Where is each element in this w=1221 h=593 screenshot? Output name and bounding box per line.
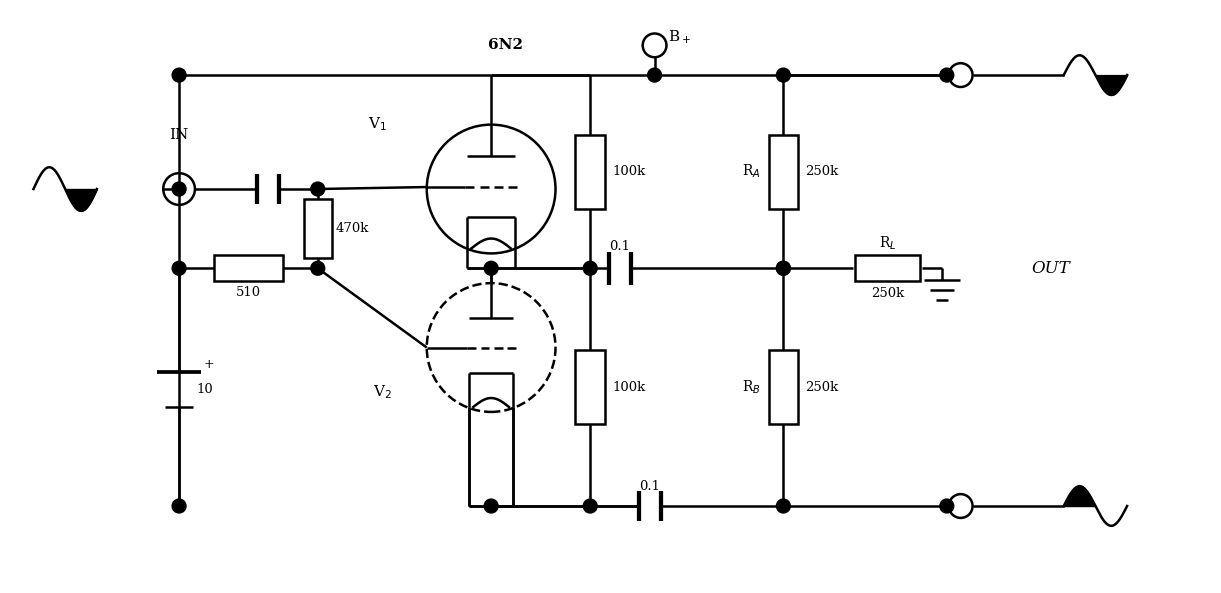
- Circle shape: [777, 262, 790, 275]
- Text: 6N2: 6N2: [488, 39, 524, 52]
- Circle shape: [311, 182, 325, 196]
- Circle shape: [940, 499, 954, 513]
- Circle shape: [777, 262, 790, 275]
- Text: 100k: 100k: [612, 381, 645, 394]
- Text: OUT: OUT: [1032, 260, 1071, 277]
- Text: V$_1$: V$_1$: [368, 116, 387, 133]
- Circle shape: [172, 182, 186, 196]
- Circle shape: [485, 499, 498, 513]
- Text: V$_2$: V$_2$: [372, 383, 392, 401]
- Circle shape: [172, 262, 186, 275]
- Text: 250k: 250k: [805, 381, 839, 394]
- Bar: [304, 199, 332, 259]
- Text: R$_B$: R$_B$: [742, 378, 761, 396]
- Circle shape: [172, 68, 186, 82]
- Text: R$_A$: R$_A$: [742, 163, 761, 180]
- Text: B$_+$: B$_+$: [668, 28, 691, 46]
- Circle shape: [485, 262, 498, 275]
- Text: R$_L$: R$_L$: [879, 235, 896, 252]
- Bar: [768, 135, 799, 209]
- Bar: [768, 350, 799, 424]
- Circle shape: [584, 262, 597, 275]
- Text: IN: IN: [170, 127, 189, 142]
- Text: 10: 10: [197, 383, 214, 396]
- Text: 250k: 250k: [805, 165, 839, 178]
- Text: 0.1: 0.1: [639, 480, 661, 493]
- Circle shape: [584, 499, 597, 513]
- Text: 0.1: 0.1: [609, 240, 630, 253]
- Circle shape: [940, 68, 954, 82]
- Bar: [214, 256, 283, 281]
- Text: 470k: 470k: [336, 222, 369, 235]
- Circle shape: [777, 499, 790, 513]
- Circle shape: [172, 499, 186, 513]
- Bar: [575, 135, 606, 209]
- Circle shape: [311, 262, 325, 275]
- Bar: [855, 256, 919, 281]
- Text: 250k: 250k: [871, 286, 904, 299]
- Circle shape: [647, 68, 662, 82]
- Text: 100k: 100k: [612, 165, 645, 178]
- Bar: [575, 350, 606, 424]
- Text: 510: 510: [236, 286, 261, 299]
- Circle shape: [777, 68, 790, 82]
- Text: +: +: [204, 358, 215, 371]
